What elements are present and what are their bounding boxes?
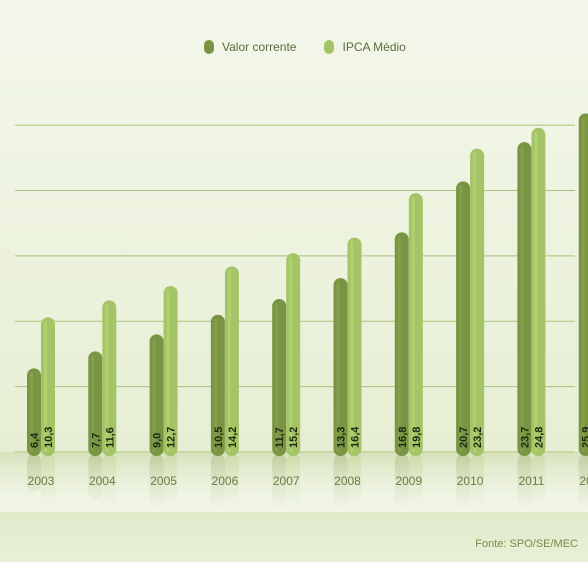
data-label-ipca-medio-2004: 11,6 — [104, 427, 116, 448]
bar-highlight — [30, 372, 33, 452]
bar-highlight — [581, 117, 585, 453]
legend-item-ipca-medio: IPCA Médio — [324, 40, 406, 54]
bar-highlight — [520, 146, 524, 452]
data-label-valor-corrente-2008: 13,3 — [336, 427, 348, 448]
reflection-fade — [0, 452, 588, 512]
x-tick-label-2005: 2005 — [150, 474, 177, 488]
x-tick-label-2006: 2006 — [212, 474, 239, 488]
data-label-ipca-medio-2010: 23,2 — [472, 427, 484, 448]
bar-highlight — [289, 257, 293, 452]
bar-highlight — [152, 338, 156, 452]
x-tick-label-2007: 2007 — [273, 474, 300, 488]
data-label-ipca-medio-2003: 10,3 — [43, 427, 55, 448]
bar-ipca-medio-2010 — [470, 148, 485, 456]
bar-valor-corrente-2011 — [517, 142, 532, 456]
data-label-valor-corrente-2010: 20,7 — [458, 427, 470, 448]
data-label-ipca-medio-2005: 12,7 — [166, 427, 178, 448]
data-label-valor-corrente-2011: 23,7 — [519, 427, 531, 448]
legend-swatch-valor-corrente — [204, 40, 214, 54]
source-note: Fonte: SPO/SE/MEC — [475, 538, 578, 550]
bar-highlight — [459, 185, 463, 452]
x-tick-label-2004: 2004 — [89, 474, 116, 488]
data-label-valor-corrente-2012: 25,9 — [581, 427, 588, 448]
bar-highlight — [227, 270, 231, 452]
x-tick-label-2003: 2003 — [28, 474, 55, 488]
legend-swatch-ipca-medio — [324, 40, 335, 54]
bar-ipca-medio-2009 — [408, 193, 423, 456]
x-tick-label-2011: 2011 — [518, 474, 544, 488]
bar-highlight — [336, 282, 340, 452]
data-label-ipca-medio-2006: 14,2 — [227, 427, 239, 448]
data-label-valor-corrente-2009: 16,8 — [397, 427, 409, 448]
data-label-ipca-medio-2011: 24,8 — [533, 427, 545, 448]
bar-valor-corrente-2009 — [394, 232, 409, 456]
bar-ipca-medio-2007 — [286, 253, 301, 456]
bar-highlight — [397, 236, 401, 452]
bar-ipca-medio-2008 — [347, 237, 362, 456]
data-label-valor-corrente-2006: 10,5 — [213, 427, 225, 448]
legend: Valor corrente IPCA Médio — [204, 40, 406, 54]
legend-label-ipca-medio: IPCA Médio — [342, 40, 406, 54]
legend-item-valor-corrente: Valor corrente — [204, 40, 296, 54]
bar-highlight — [275, 303, 279, 452]
bar-highlight — [411, 197, 415, 452]
data-label-ipca-medio-2009: 19,8 — [411, 427, 423, 448]
x-tick-label-2012: 2012 — [579, 474, 588, 488]
bar-highlight — [534, 131, 538, 452]
bar-valor-corrente-2010 — [456, 181, 471, 456]
bar-highlight — [473, 152, 477, 452]
data-label-ipca-medio-2007: 15,2 — [288, 427, 300, 448]
data-label-valor-corrente-2005: 9,0 — [152, 433, 164, 448]
bar-highlight — [105, 304, 109, 452]
x-tick-label-2008: 2008 — [334, 474, 361, 488]
bar-highlight — [350, 241, 354, 452]
data-label-valor-corrente-2004: 7,7 — [90, 433, 102, 448]
bar-highlight — [91, 355, 95, 452]
bar-ipca-medio-2011 — [531, 127, 546, 456]
data-label-valor-corrente-2007: 11,7 — [274, 427, 286, 448]
x-tick-label-2009: 2009 — [395, 474, 422, 488]
bar-highlight — [44, 321, 47, 452]
legend-label-valor-corrente: Valor corrente — [222, 40, 297, 54]
x-tick-label-2010: 2010 — [457, 474, 484, 488]
bar-highlight — [166, 289, 170, 452]
bar-highlight — [213, 318, 217, 452]
data-label-ipca-medio-2008: 16,4 — [350, 426, 362, 448]
data-label-valor-corrente-2003: 6,4 — [29, 432, 41, 448]
